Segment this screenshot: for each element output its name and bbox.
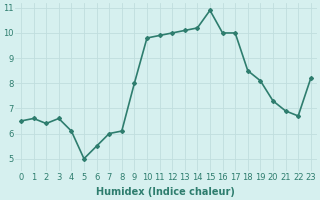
X-axis label: Humidex (Indice chaleur): Humidex (Indice chaleur) xyxy=(96,187,235,197)
